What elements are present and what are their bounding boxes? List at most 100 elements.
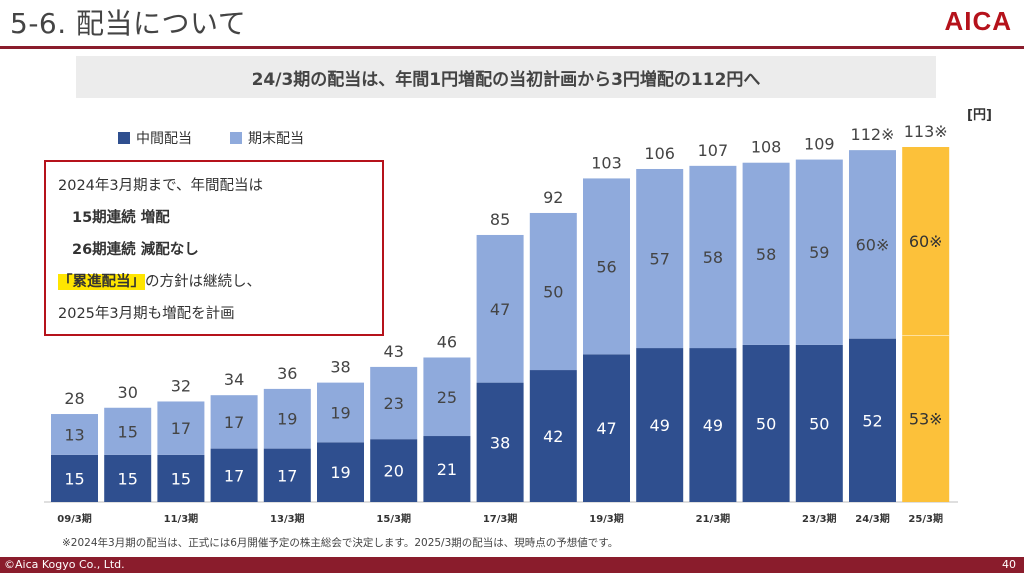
bar-interim	[529, 370, 577, 502]
total-value-label: 103	[591, 153, 622, 172]
year-end-value-label: 56	[596, 257, 616, 276]
footnote: ※2024年3月期の配当は、正式には6月開催予定の株主総会で決定します。2025…	[62, 537, 619, 549]
x-tick-label: 19/3期	[589, 512, 624, 525]
bar-year-end	[370, 366, 418, 440]
progressive-dividend-highlight: 「累進配当」	[58, 274, 145, 290]
bar-interim	[423, 436, 471, 502]
total-value-label: 92	[543, 188, 563, 207]
x-tick-label: 15/3期	[376, 512, 411, 525]
interim-value-label: 38	[490, 433, 510, 452]
year-end-value-label: 47	[490, 300, 510, 319]
chart-legend: 中間配当 期末配当	[118, 128, 304, 148]
bar-year-end	[476, 234, 524, 383]
total-value-label: 85	[490, 210, 510, 229]
bar-interim	[157, 454, 205, 502]
bar-year-end	[529, 212, 577, 371]
year-end-value-label: 15	[118, 422, 138, 441]
interim-value-label: 15	[118, 469, 138, 488]
year-end-value-label: 57	[650, 250, 670, 269]
bar-interim	[476, 382, 524, 502]
bar-year-end	[104, 407, 152, 455]
x-tick-label: 25/3期	[908, 512, 943, 525]
total-value-label: 28	[64, 389, 84, 408]
bar-interim	[689, 348, 737, 502]
title-divider	[0, 46, 1024, 49]
x-tick-label: 09/3期	[57, 512, 92, 525]
bar-year-end	[795, 159, 843, 345]
bar-year-end	[263, 388, 311, 449]
bar-year-end	[51, 414, 98, 455]
total-value-label: 107	[698, 141, 729, 160]
bar-interim	[210, 448, 258, 502]
callout-line-4-rest: の方針は継続し、	[145, 274, 261, 290]
x-tick-label: 11/3期	[164, 512, 199, 525]
legend-item-year-end: 期末配当	[230, 128, 304, 148]
page-title: 5-6. 配当について	[10, 7, 247, 40]
year-end-value-label: 58	[756, 245, 776, 264]
year-end-value-label: 58	[703, 248, 723, 267]
bar-interim	[370, 439, 418, 502]
total-value-label: 112※	[851, 125, 895, 144]
unit-label: [円]	[967, 108, 992, 123]
year-end-value-label: 19	[330, 403, 350, 422]
bar-interim	[583, 354, 630, 502]
total-value-label: 36	[277, 364, 297, 383]
bar-interim	[636, 348, 684, 502]
bar-interim	[742, 344, 790, 502]
interim-value-label: 49	[703, 416, 723, 435]
year-end-value-label: 19	[277, 410, 297, 429]
year-end-value-label: 60※	[856, 235, 890, 254]
total-value-label: 113※	[904, 122, 948, 141]
bar-interim	[849, 338, 896, 502]
year-end-value-label: 13	[64, 425, 84, 444]
bar-interim	[795, 344, 843, 502]
year-end-value-label: 17	[171, 419, 191, 438]
bar-interim	[902, 335, 950, 502]
year-end-value-label: 60※	[909, 232, 943, 251]
interim-value-label: 15	[64, 469, 84, 488]
interim-value-label: 17	[277, 466, 297, 485]
interim-value-label: 20	[384, 462, 404, 481]
bar-year-end	[849, 150, 896, 339]
bar-interim	[51, 454, 98, 502]
footer-bar: ©Aica Kogyo Co., Ltd. 40	[0, 557, 1024, 573]
year-end-value-label: 59	[809, 243, 829, 262]
x-tick-label: 13/3期	[270, 512, 305, 525]
bar-year-end	[210, 395, 258, 449]
bar-year-end	[742, 162, 790, 345]
bar-year-end	[689, 165, 737, 349]
callout-line-2: 15期連続 増配	[72, 210, 170, 226]
bar-year-end	[583, 178, 630, 355]
interim-value-label: 50	[809, 414, 829, 433]
bar-interim	[104, 454, 152, 502]
page-number: 40	[1002, 558, 1016, 571]
x-tick-label: 24/3期	[855, 512, 890, 525]
legend-label-year-end: 期末配当	[248, 131, 304, 147]
bar-year-end	[317, 382, 364, 443]
total-value-label: 43	[384, 342, 404, 361]
year-end-value-label: 50	[543, 283, 563, 302]
total-value-label: 109	[804, 135, 835, 154]
interim-value-label: 15	[171, 469, 191, 488]
callout-line-1: 2024年3月期まで、年間配当は	[58, 178, 264, 194]
total-value-label: 34	[224, 370, 244, 389]
headline-banner: 24/3期の配当は、年間1円増配の当初計画から3円増配の112円へ	[76, 56, 936, 98]
dividend-policy-callout: 2024年3月期まで、年間配当は 15期連続 増配 26期連続 減配なし 「累進…	[44, 160, 384, 336]
legend-swatch-year-end	[230, 132, 242, 144]
interim-value-label: 21	[437, 460, 457, 479]
year-end-value-label: 25	[437, 388, 457, 407]
bar-interim	[317, 442, 364, 502]
bar-year-end	[157, 401, 205, 455]
bar-interim	[263, 448, 311, 502]
interim-value-label: 42	[543, 427, 563, 446]
bar-year-end	[423, 357, 471, 437]
interim-value-label: 19	[330, 463, 350, 482]
interim-value-label: 50	[756, 414, 776, 433]
legend-label-interim: 中間配当	[136, 131, 192, 147]
bar-year-end	[636, 168, 684, 349]
total-value-label: 38	[330, 358, 350, 377]
interim-value-label: 47	[596, 419, 616, 438]
callout-line-5: 2025年3月期も増配を計画	[58, 306, 235, 322]
x-tick-label: 17/3期	[483, 512, 518, 525]
